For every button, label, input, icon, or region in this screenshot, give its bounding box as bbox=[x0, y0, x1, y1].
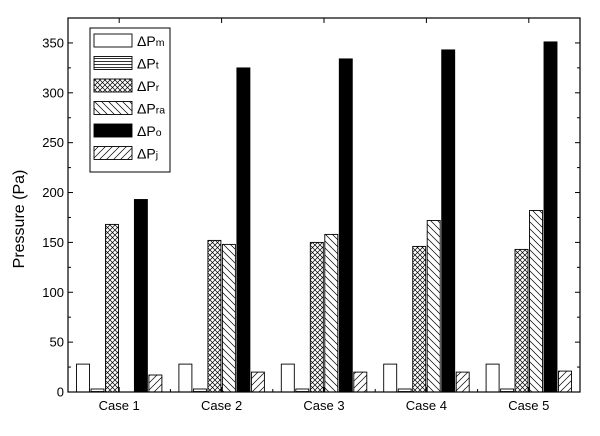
y-axis-title: Pressure (Pa) bbox=[11, 170, 28, 269]
x-tick-label: Case 5 bbox=[508, 398, 549, 413]
x-tick-label: Case 2 bbox=[201, 398, 242, 413]
bar-j-case-1 bbox=[148, 374, 163, 393]
bar-j-case-4 bbox=[455, 371, 470, 393]
legend-label-ra: ΔPra bbox=[137, 101, 165, 117]
bar-o-case-1 bbox=[133, 199, 148, 393]
y-tick-label: 0 bbox=[57, 385, 64, 400]
bar-m-case-5 bbox=[485, 363, 500, 393]
y-tick-label: 100 bbox=[42, 285, 64, 300]
legend-label-t: ΔPt bbox=[137, 56, 159, 72]
bar-r-case-4 bbox=[412, 245, 427, 393]
bar-r-case-3 bbox=[309, 241, 324, 393]
bar-o-case-3 bbox=[338, 58, 353, 393]
legend-swatch-j bbox=[93, 146, 133, 160]
y-tick-label: 150 bbox=[42, 235, 64, 250]
x-tick-label: Case 1 bbox=[99, 398, 140, 413]
bar-o-case-4 bbox=[441, 49, 456, 393]
y-tick-label: 300 bbox=[42, 85, 64, 100]
bar-m-case-4 bbox=[383, 363, 398, 393]
bar-j-case-3 bbox=[353, 371, 368, 393]
legend: ΔPm ΔPt ΔPr ΔPra ΔPo ΔPj bbox=[89, 27, 171, 173]
bar-o-case-5 bbox=[543, 41, 558, 393]
bar-m-case-3 bbox=[280, 363, 295, 393]
bar-r-case-1 bbox=[105, 223, 119, 393]
x-tick-label: Case 4 bbox=[406, 398, 447, 413]
bar-ra-case-4 bbox=[426, 220, 441, 393]
bar-ra-case-3 bbox=[324, 233, 339, 393]
bar-r-case-2 bbox=[207, 239, 222, 393]
bar-m-case-1 bbox=[76, 363, 90, 393]
y-tick-label: 50 bbox=[50, 335, 64, 350]
y-tick-label: 350 bbox=[42, 35, 64, 50]
bar-r-case-5 bbox=[514, 248, 529, 393]
x-tick-label: Case 3 bbox=[303, 398, 344, 413]
axes-layer: 0 50 100 150 200 250 300 350 Case 1 Case 2 Case 3 C… bbox=[42, 17, 581, 413]
bar-j-case-2 bbox=[250, 371, 265, 393]
bar-ra-case-2 bbox=[221, 243, 236, 393]
y-tick-label: 250 bbox=[42, 135, 64, 150]
legend-swatch-ra bbox=[93, 101, 133, 115]
bar-o-case-2 bbox=[236, 67, 251, 393]
legend-swatch-t bbox=[93, 56, 133, 70]
legend-label-o: ΔPo bbox=[137, 123, 162, 139]
bars-layer bbox=[76, 41, 572, 393]
legend-swatch-o bbox=[93, 123, 133, 138]
legend-swatch-r bbox=[93, 78, 133, 93]
legend-label-j: ΔPj bbox=[137, 146, 158, 162]
y-tick-label: 200 bbox=[42, 185, 64, 200]
legend-label-r: ΔPr bbox=[137, 78, 160, 94]
bar-j-case-5 bbox=[558, 370, 572, 393]
legend-label-m: ΔPm bbox=[137, 33, 165, 49]
bar-m-case-2 bbox=[178, 363, 193, 393]
bar-ra-case-5 bbox=[529, 210, 543, 393]
legend-swatch-m bbox=[93, 33, 133, 48]
